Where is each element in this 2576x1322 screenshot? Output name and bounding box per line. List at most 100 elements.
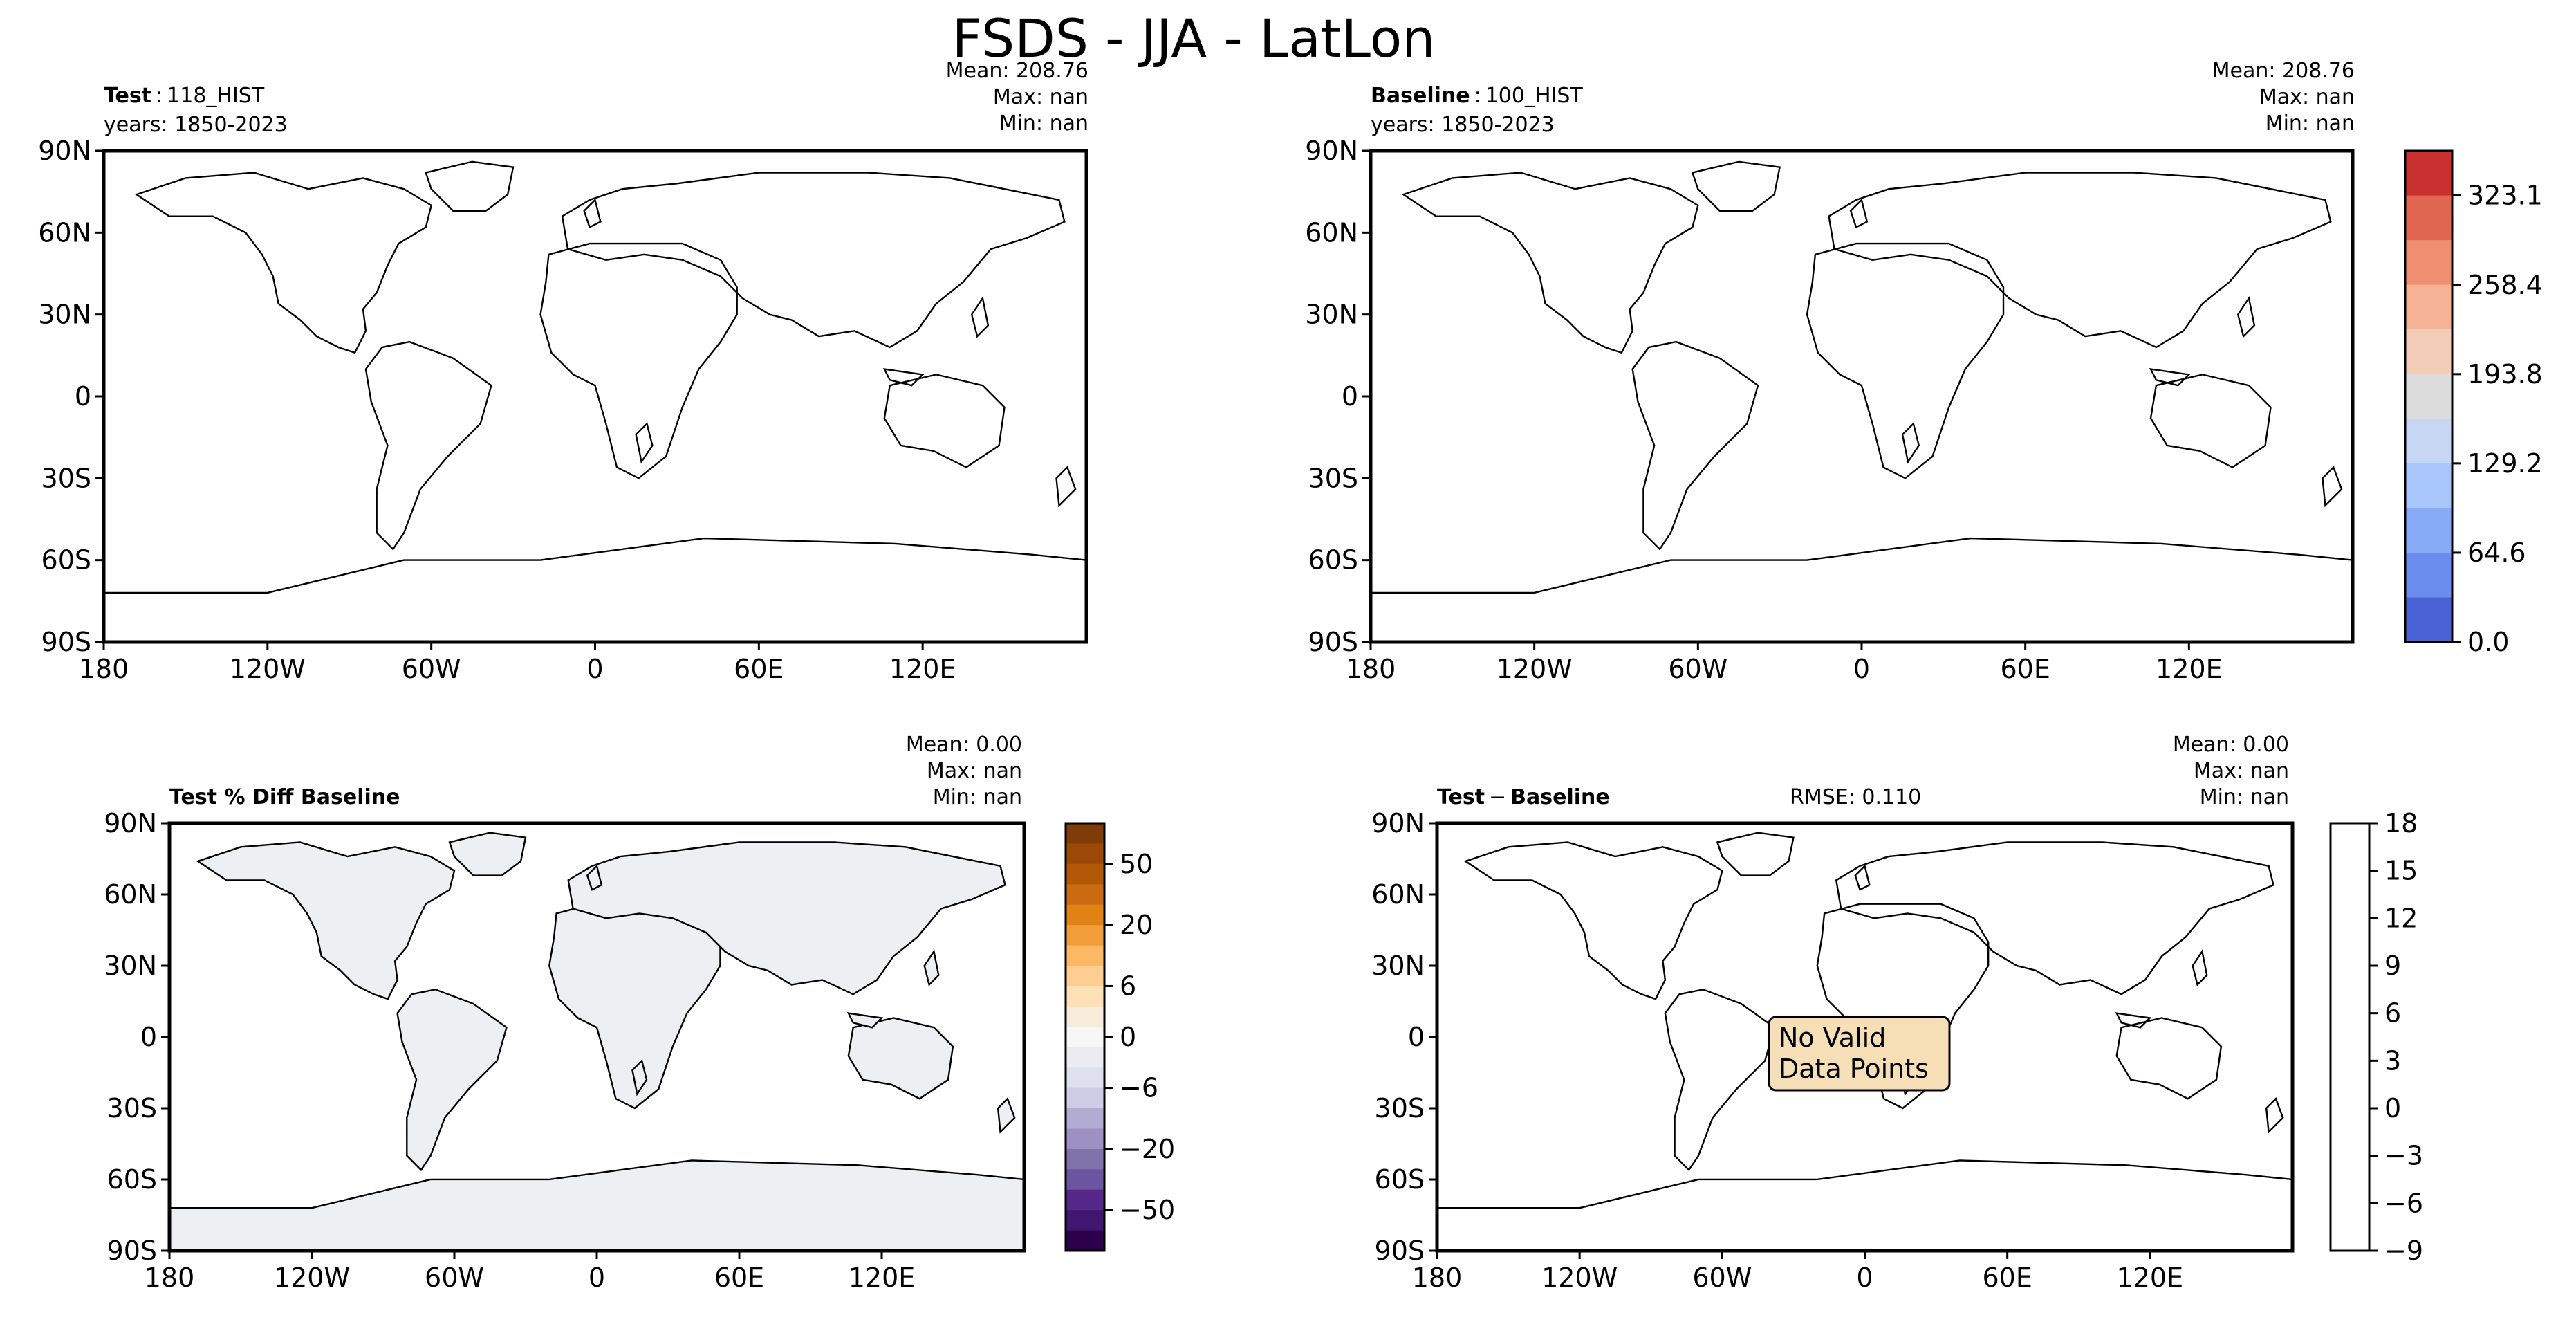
colorbar-tick-label: −20	[1120, 1134, 1175, 1164]
colorbar-pct-diff-swatch	[1066, 1148, 1104, 1170]
lon-tick-label: 60W	[402, 654, 461, 684]
colorbar-tick-label: 0	[2384, 1093, 2401, 1123]
lon-tick-label: 120W	[230, 654, 306, 684]
colorbar-tick-label: −50	[1120, 1195, 1175, 1225]
panel-baseline-min: Min: nan	[2265, 111, 2355, 136]
lat-tick-label: 30S	[1375, 1093, 1425, 1123]
colorbar-pct-diff-swatch	[1066, 1006, 1104, 1027]
colorbar-tick-label: 0.0	[2467, 627, 2509, 657]
lon-tick-label: 120E	[889, 654, 956, 684]
lat-tick-label: 60S	[41, 545, 91, 576]
lat-tick-label: 90S	[107, 1236, 157, 1266]
panel-baseline-max: Max: nan	[2259, 85, 2355, 109]
lon-tick-label: 60E	[2000, 654, 2050, 684]
colorbar-tick-label: 15	[2384, 856, 2418, 886]
panel-baseline: Baseline:100_HIST years: 1850-2023 Mean:…	[1305, 59, 2355, 684]
colorbar-main-swatch	[2405, 284, 2452, 330]
lon-tick-label: 60W	[425, 1263, 484, 1293]
colorbar-main-swatch	[2405, 508, 2452, 553]
colorbar-pct-diff-swatch	[1066, 843, 1104, 865]
colorbar-main-swatch	[2405, 419, 2452, 464]
colorbar-tick-label: 323.1	[2467, 181, 2543, 211]
lon-tick-label: 0	[1853, 654, 1870, 684]
colorbar-tick-label: 258.4	[2467, 270, 2543, 300]
panel-diff-mean: Mean: 0.00	[2173, 733, 2289, 757]
colorbar-pct-diff-swatch	[1066, 904, 1104, 926]
colorbar-pct-diff-swatch	[1066, 986, 1104, 1007]
lat-tick-label: 30N	[104, 951, 157, 981]
lon-tick-label: 180	[1346, 654, 1396, 684]
colorbar-diff: 18 15 12 9 6 3 0 −3 −6 −9	[2329, 808, 2423, 1266]
panel-baseline-years: years: 1850-2023	[1371, 113, 1555, 137]
colorbar-main-swatch	[2405, 329, 2452, 375]
colorbar-tick-label: 20	[1120, 910, 1153, 940]
lon-tick-label: 0	[589, 1263, 605, 1293]
colorbar-tick-label: −6	[2384, 1188, 2423, 1218]
panel-diff-rmse: RMSE: 0.110	[1790, 785, 1921, 809]
lat-tick-label: 60S	[107, 1164, 157, 1195]
lat-tick-label: 90S	[1308, 627, 1358, 657]
colorbar-pct-diff-swatch	[1066, 925, 1104, 946]
colorbar-tick-label: 129.2	[2467, 448, 2543, 479]
lat-tick-label: 90N	[38, 136, 91, 166]
colorbar-pct-diff-swatch	[1066, 1210, 1104, 1231]
colorbar-tick-label: 0	[1120, 1022, 1136, 1052]
lon-tick-label: 0	[586, 654, 603, 684]
colorbar-main-swatch	[2405, 552, 2452, 598]
lat-tick-label: 30S	[41, 463, 91, 493]
lon-tick-label: 180	[1412, 1263, 1463, 1293]
map-baseline	[1369, 160, 2354, 643]
no-valid-data-line-2: Data Points	[1779, 1054, 1929, 1084]
panel-diff-max: Max: nan	[2194, 759, 2289, 783]
lon-tick-label: 60E	[714, 1263, 764, 1293]
panel-baseline-label: Baseline:100_HIST	[1371, 84, 1583, 108]
panel-pct-diff: Test % Diff Baseline Mean: 0.00 Max: nan…	[104, 733, 1026, 1293]
colorbar-pct-diff-swatch	[1066, 945, 1104, 966]
colorbar-main-swatch	[2405, 240, 2452, 286]
figure-title: FSDS - JJA - LatLon	[952, 8, 1436, 69]
panel-pct-diff-min: Min: nan	[933, 785, 1022, 809]
colorbar-tick-label: 18	[2384, 808, 2418, 838]
lat-tick-label: 90N	[104, 808, 157, 838]
panel-pct-diff-max: Max: nan	[927, 759, 1022, 783]
colorbar-pct-diff-swatch	[1066, 1027, 1104, 1048]
colorbar-tick-label: 6	[2384, 998, 2401, 1029]
colorbar-pct-diff-swatch	[1066, 1108, 1104, 1129]
colorbar-pct-diff-swatch	[1066, 1128, 1104, 1150]
panel-diff-label: Test − Baseline	[1437, 785, 1610, 809]
lat-tick-label: 0	[1342, 381, 1358, 412]
colorbar-main-swatch	[2405, 374, 2452, 419]
lon-tick-label: 60W	[1692, 1263, 1752, 1293]
lon-tick-label: 0	[1856, 1263, 1873, 1293]
lat-tick-label: 90N	[1305, 136, 1358, 166]
panel-diff-min: Min: nan	[2200, 785, 2289, 809]
lat-tick-label: 0	[140, 1022, 157, 1052]
lat-tick-label: 30N	[1305, 300, 1358, 330]
lat-tick-label: 60N	[38, 217, 91, 248]
lon-tick-label: 60E	[1982, 1263, 2032, 1293]
lat-tick-label: 30S	[1308, 463, 1358, 493]
colorbar-pct-diff-swatch	[1066, 1087, 1104, 1109]
panel-test-mean: Mean: 208.76	[946, 59, 1088, 83]
colorbar-tick-label: 193.8	[2467, 359, 2543, 389]
lat-tick-label: 60N	[104, 879, 157, 910]
colorbar-pct-diff: 50 20 6 0 −6 −20 −50	[1064, 822, 1175, 1252]
lat-tick-label: 90S	[41, 627, 91, 657]
colorbar-main-swatch	[2405, 463, 2452, 508]
lon-tick-label: 120E	[2156, 654, 2223, 684]
colorbar-tick-label: −3	[2384, 1141, 2423, 1171]
lat-tick-label: 60N	[1371, 879, 1425, 910]
colorbar-pct-diff-swatch	[1066, 1047, 1104, 1068]
colorbar-tick-label: 12	[2384, 903, 2418, 933]
lon-tick-label: 60W	[1668, 654, 1727, 684]
panel-test-label: Test:118_HIST	[104, 84, 265, 108]
lat-tick-label: 90N	[1371, 808, 1425, 838]
colorbar-tick-label: 9	[2384, 951, 2401, 981]
lon-tick-label: 120E	[2117, 1263, 2184, 1293]
map-test	[102, 160, 1088, 643]
lat-tick-label: 30N	[38, 300, 91, 330]
colorbar-tick-label: −6	[1120, 1073, 1158, 1103]
panel-test-years: years: 1850-2023	[104, 113, 288, 137]
colorbar-pct-diff-swatch	[1066, 966, 1104, 986]
